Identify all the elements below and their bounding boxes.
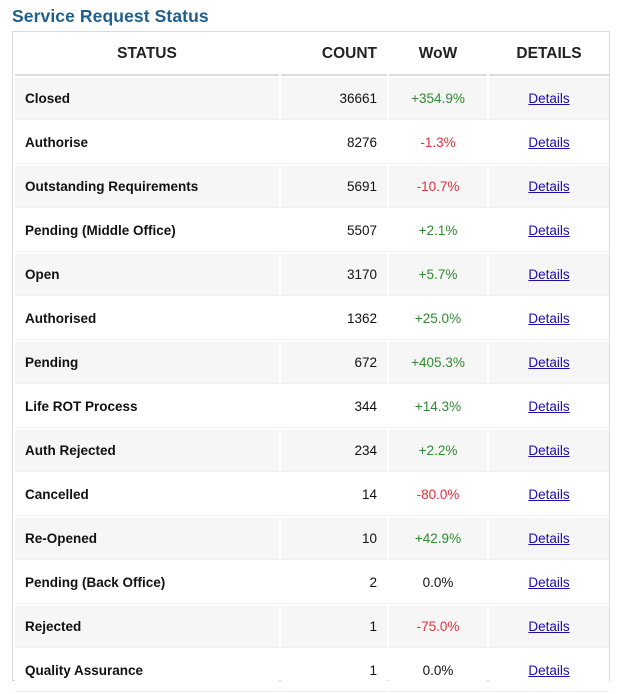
- count-cell: 672: [281, 342, 387, 384]
- details-cell: Details: [489, 210, 609, 252]
- status-cell: Outstanding Requirements: [15, 166, 279, 208]
- wow-change-cell: +354.9%: [389, 78, 487, 120]
- details-link[interactable]: Details: [528, 619, 570, 634]
- status-cell: Authorise: [15, 122, 279, 164]
- table-row: Rejected 1 -75.0% Details: [15, 606, 609, 648]
- wow-change-cell: +2.2%: [389, 430, 487, 472]
- column-header-count: COUNT: [281, 34, 387, 76]
- details-cell: Details: [489, 386, 609, 428]
- details-cell: Details: [489, 474, 609, 516]
- table-row: Open 3170 +5.7% Details: [15, 254, 609, 296]
- count-cell: 2: [281, 562, 387, 604]
- wow-change-cell: -80.0%: [389, 474, 487, 516]
- service-request-status-table: STATUS COUNT WoW DETAILS Closed 36661 +354…: [13, 32, 611, 694]
- wow-change-cell: -75.0%: [389, 606, 487, 648]
- details-link[interactable]: Details: [528, 91, 570, 106]
- details-link[interactable]: Details: [528, 399, 570, 414]
- table-row: Re-Opened 10 +42.9% Details: [15, 518, 609, 560]
- details-cell: Details: [489, 298, 609, 340]
- table-row: Pending 672 +405.3% Details: [15, 342, 609, 384]
- details-cell: Details: [489, 518, 609, 560]
- wow-change-cell: +14.3%: [389, 386, 487, 428]
- count-cell: 8276: [281, 122, 387, 164]
- wow-change-cell: -1.3%: [389, 122, 487, 164]
- details-cell: Details: [489, 650, 609, 692]
- details-cell: Details: [489, 430, 609, 472]
- table-row: Closed 36661 +354.9% Details: [15, 78, 609, 120]
- table-row: Pending (Middle Office) 5507 +2.1% Details: [15, 210, 609, 252]
- column-header-status: STATUS: [15, 34, 279, 76]
- table-row: Authorised 1362 +25.0% Details: [15, 298, 609, 340]
- count-cell: 3170: [281, 254, 387, 296]
- details-cell: Details: [489, 562, 609, 604]
- table-row: Authorise 8276 -1.3% Details: [15, 122, 609, 164]
- status-cell: Re-Opened: [15, 518, 279, 560]
- count-cell: 14: [281, 474, 387, 516]
- count-cell: 344: [281, 386, 387, 428]
- details-link[interactable]: Details: [528, 135, 570, 150]
- status-cell: Closed: [15, 78, 279, 120]
- column-header-details: DETAILS: [489, 34, 609, 76]
- count-cell: 1362: [281, 298, 387, 340]
- status-cell: Auth Rejected: [15, 430, 279, 472]
- page-title: Service Request Status: [12, 6, 209, 26]
- details-link[interactable]: Details: [528, 663, 570, 678]
- details-cell: Details: [489, 78, 609, 120]
- table-row: Outstanding Requirements 5691 -10.7% Detail…: [15, 166, 609, 208]
- status-cell: Rejected: [15, 606, 279, 648]
- details-link[interactable]: Details: [528, 179, 570, 194]
- table-header-row: STATUS COUNT WoW DETAILS: [15, 34, 609, 76]
- details-link[interactable]: Details: [528, 575, 570, 590]
- details-cell: Details: [489, 606, 609, 648]
- status-cell: Pending: [15, 342, 279, 384]
- table-row: Quality Assurance 1 0.0% Details: [15, 650, 609, 692]
- count-cell: 234: [281, 430, 387, 472]
- count-cell: 36661: [281, 78, 387, 120]
- wow-change-cell: 0.0%: [389, 650, 487, 692]
- wow-change-cell: 0.0%: [389, 562, 487, 604]
- count-cell: 5507: [281, 210, 387, 252]
- status-cell: Open: [15, 254, 279, 296]
- details-cell: Details: [489, 342, 609, 384]
- status-cell: Pending (Back Office): [15, 562, 279, 604]
- wow-change-cell: +5.7%: [389, 254, 487, 296]
- details-cell: Details: [489, 166, 609, 208]
- status-cell: Authorised: [15, 298, 279, 340]
- wow-change-cell: +405.3%: [389, 342, 487, 384]
- table-row: Cancelled 14 -80.0% Details: [15, 474, 609, 516]
- details-link[interactable]: Details: [528, 487, 570, 502]
- column-header-wow: WoW: [389, 34, 487, 76]
- details-link[interactable]: Details: [528, 223, 570, 238]
- status-cell: Pending (Middle Office): [15, 210, 279, 252]
- wow-change-cell: -10.7%: [389, 166, 487, 208]
- table-row: Auth Rejected 234 +2.2% Details: [15, 430, 609, 472]
- details-link[interactable]: Details: [528, 531, 570, 546]
- count-cell: 5691: [281, 166, 387, 208]
- count-cell: 10: [281, 518, 387, 560]
- wow-change-cell: +42.9%: [389, 518, 487, 560]
- count-cell: 1: [281, 606, 387, 648]
- details-link[interactable]: Details: [528, 267, 570, 282]
- status-cell: Cancelled: [15, 474, 279, 516]
- table-row: Pending (Back Office) 2 0.0% Details: [15, 562, 609, 604]
- status-cell: Life ROT Process: [15, 386, 279, 428]
- table-row: Life ROT Process 344 +14.3% Details: [15, 386, 609, 428]
- details-cell: Details: [489, 122, 609, 164]
- status-table-panel: STATUS COUNT WoW DETAILS Closed 36661 +354…: [12, 31, 610, 692]
- wow-change-cell: +25.0%: [389, 298, 487, 340]
- details-link[interactable]: Details: [528, 355, 570, 370]
- details-link[interactable]: Details: [528, 443, 570, 458]
- details-cell: Details: [489, 254, 609, 296]
- status-cell: Quality Assurance: [15, 650, 279, 692]
- wow-change-cell: +2.1%: [389, 210, 487, 252]
- details-link[interactable]: Details: [528, 311, 570, 326]
- count-cell: 1: [281, 650, 387, 692]
